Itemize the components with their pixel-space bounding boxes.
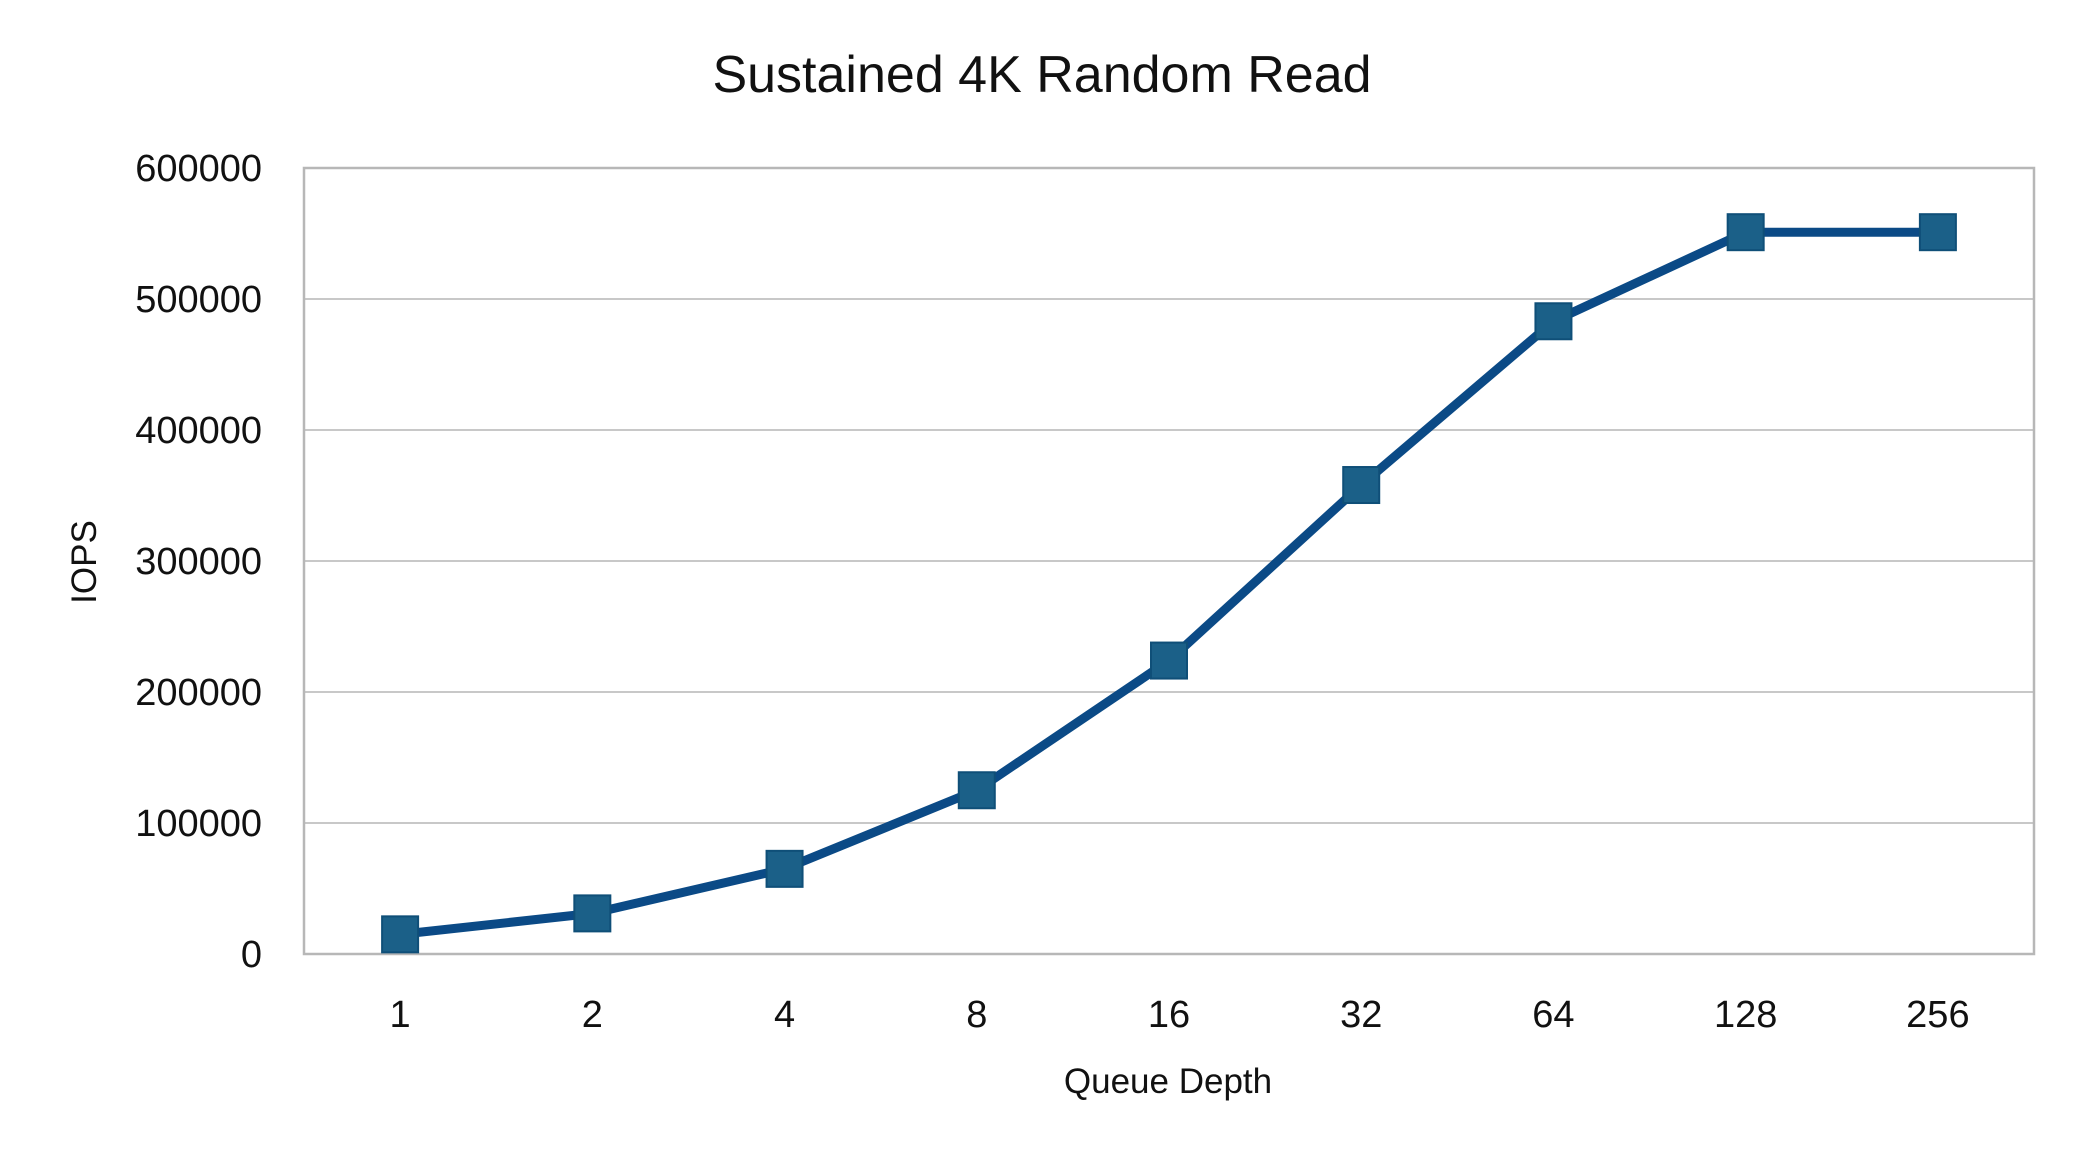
x-tick-label: 256 — [1906, 994, 1969, 1036]
plot-frame — [302, 166, 2036, 956]
data-point-marker — [1342, 466, 1381, 505]
y-axis-label: IOPS — [65, 520, 104, 604]
data-point-marker — [957, 771, 996, 810]
y-tick-label: 300000 — [135, 541, 262, 583]
data-point-marker — [765, 849, 804, 888]
y-tick-label: 500000 — [135, 279, 262, 321]
data-point-marker — [1918, 213, 1957, 252]
x-tick-label: 1 — [390, 994, 411, 1036]
data-point-marker — [573, 894, 612, 933]
x-tick-label: 4 — [774, 994, 795, 1036]
y-tick-label: 100000 — [135, 803, 262, 845]
x-tick-label: 64 — [1532, 994, 1574, 1036]
series-line — [395, 227, 1943, 939]
y-tick-label: 600000 — [135, 148, 262, 190]
x-tick-label: 128 — [1714, 994, 1777, 1036]
x-tick-label: 2 — [582, 994, 603, 1036]
x-tick-label: 8 — [966, 994, 987, 1036]
plot-area: 0 100000 200000 300000 400000 500000 600000 1 2 4… — [135, 148, 2036, 1036]
data-point-marker — [1150, 641, 1188, 680]
y-tick-label: 200000 — [135, 672, 262, 714]
y-tick-label: 400000 — [135, 410, 262, 452]
data-point-marker — [381, 915, 420, 954]
y-tick-label: 0 — [241, 934, 262, 976]
data-point-marker — [1726, 213, 1765, 252]
data-point-marker — [1534, 302, 1573, 341]
chart-title: Sustained 4K Random Read — [712, 46, 1371, 104]
x-axis-label: Queue Depth — [1064, 1062, 1272, 1101]
x-tick-label: 32 — [1340, 994, 1382, 1036]
x-tick-label: 16 — [1148, 994, 1190, 1036]
